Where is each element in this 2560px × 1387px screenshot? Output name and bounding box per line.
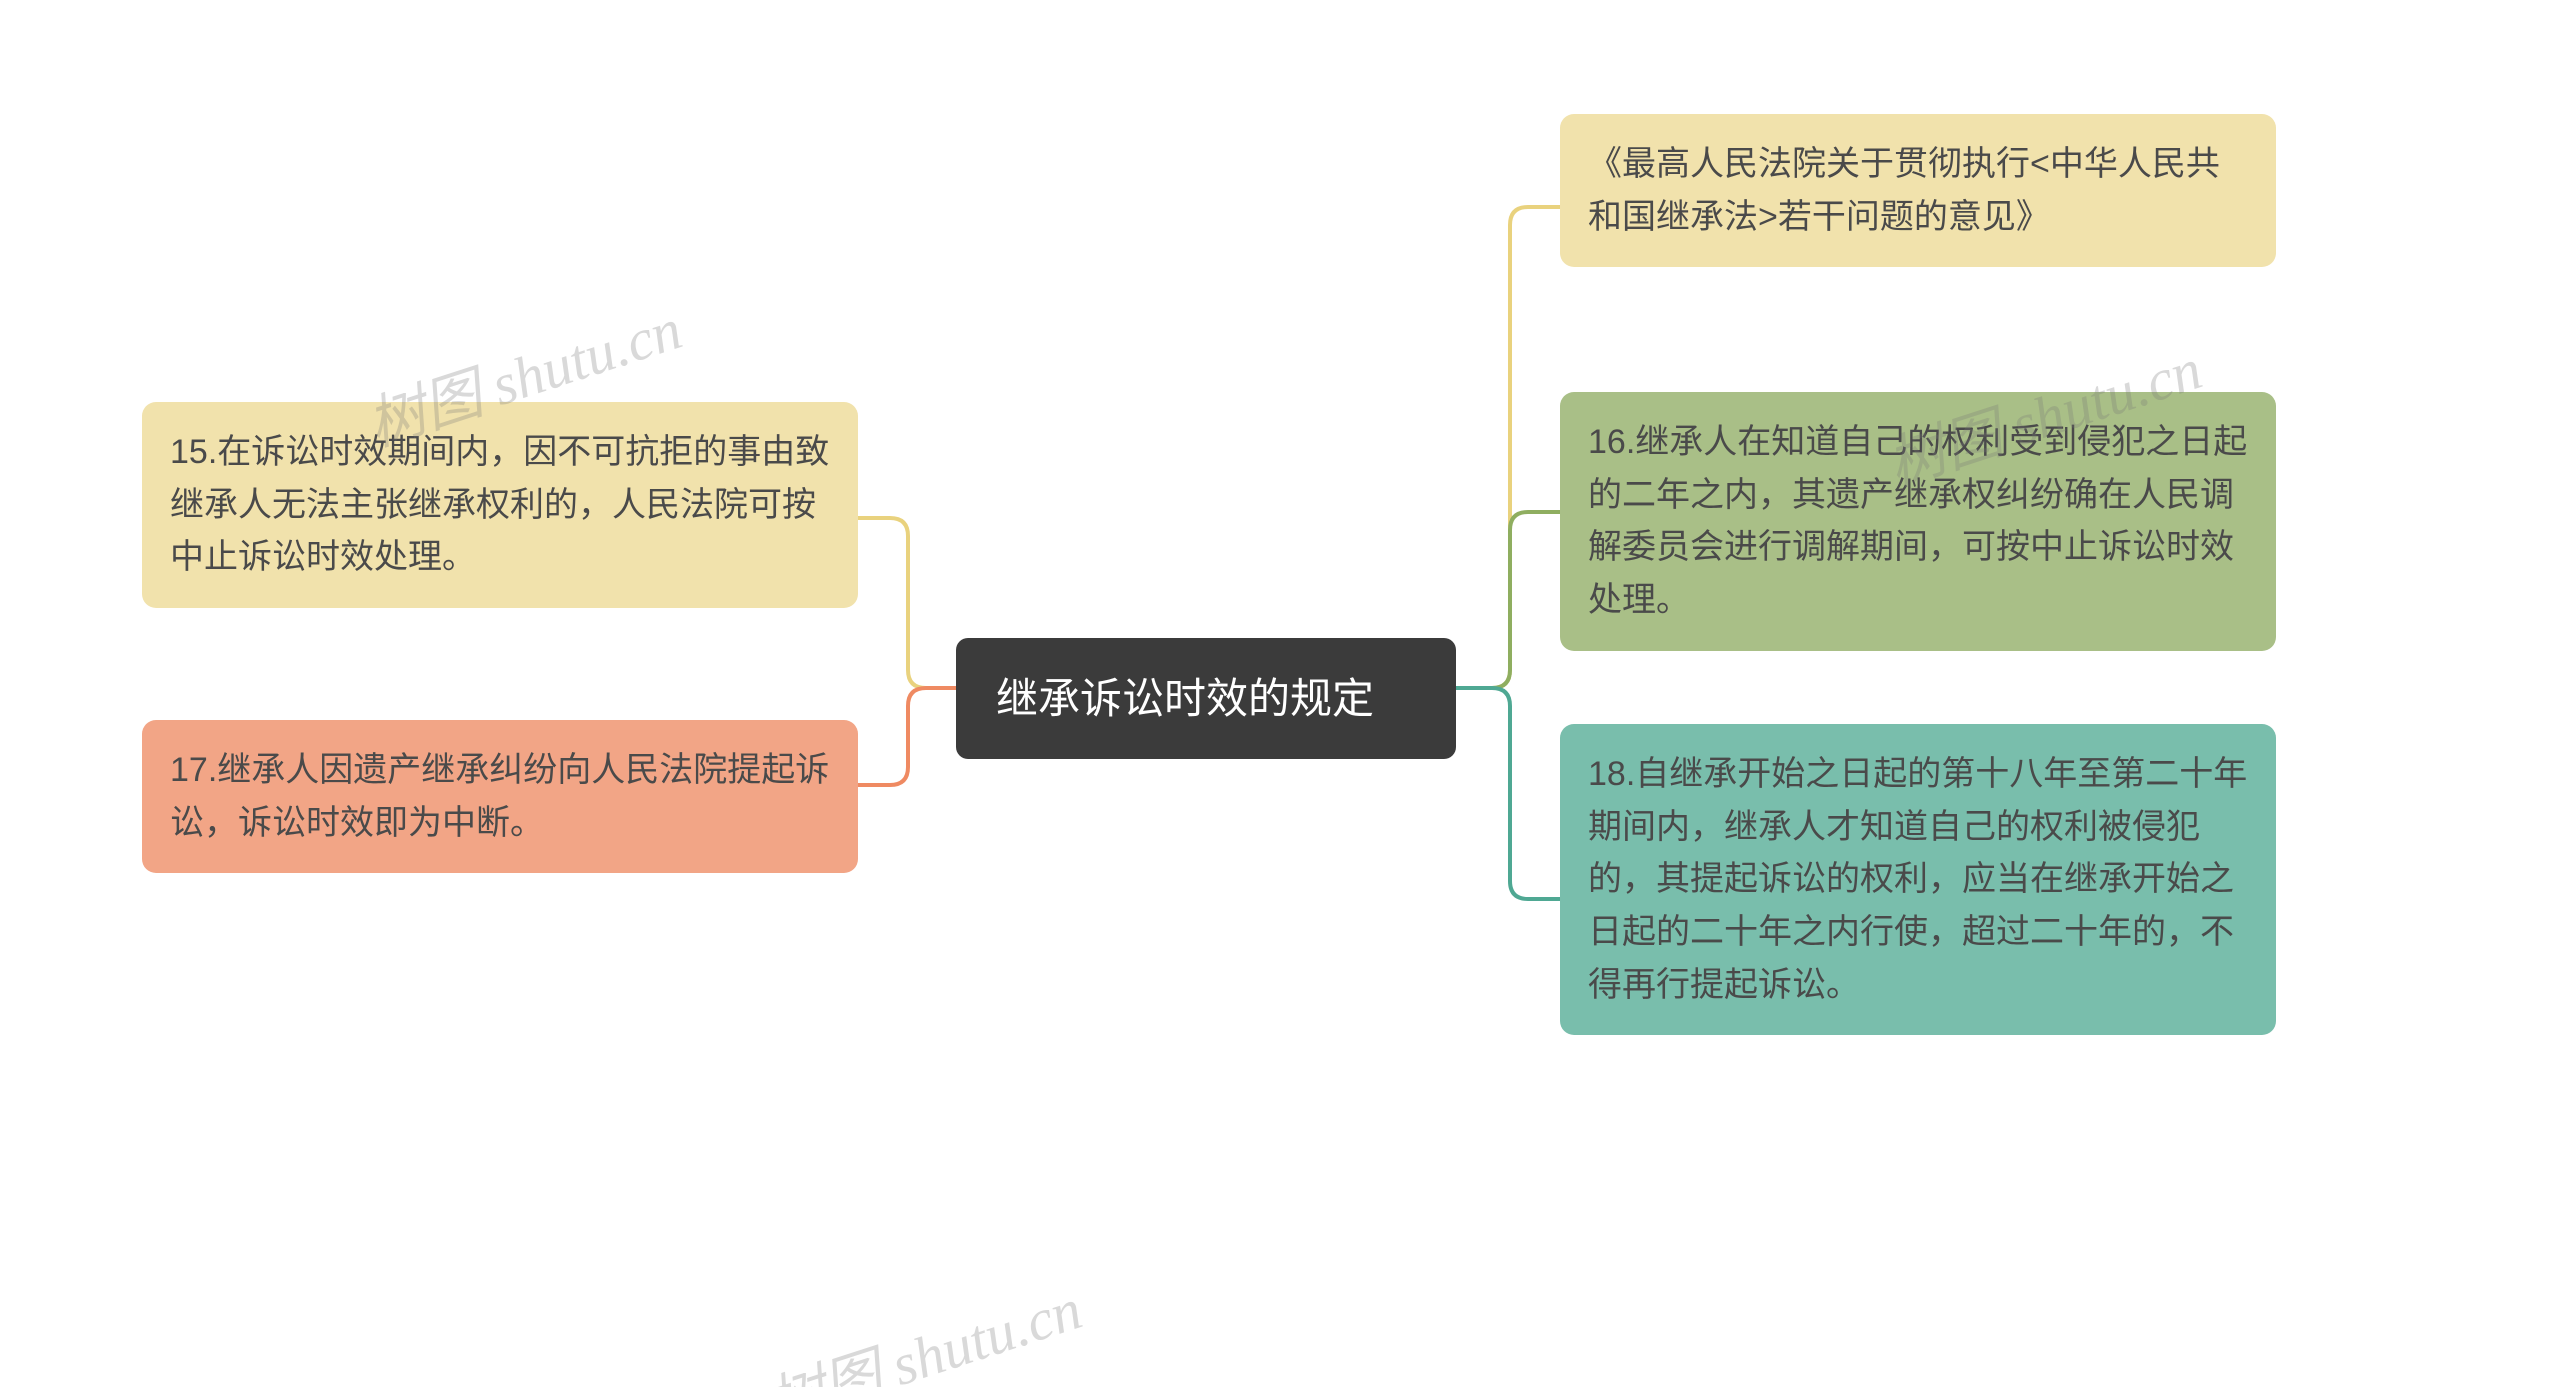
- left-node-17: 17.继承人因遗产继承纠纷向人民法院提起诉讼，诉讼时效即为中断。: [142, 720, 858, 873]
- right-node-16-text: 16.继承人在知道自己的权利受到侵犯之日起的二年之内，其遗产继承权纠纷确在人民调…: [1588, 423, 2247, 619]
- watermark: 树图 shutu.cn: [755, 1262, 1090, 1387]
- right-node-citation-text: 《最高人民法院关于贯彻执行<中华人民共和国继承法>若干问题的意见》: [1588, 145, 2220, 236]
- right-node-18-text: 18.自继承开始之日起的第十八年至第二十年期间内，继承人才知道自己的权利被侵犯的…: [1588, 755, 2247, 1004]
- right-node-16: 16.继承人在知道自己的权利受到侵犯之日起的二年之内，其遗产继承权纠纷确在人民调…: [1560, 392, 2276, 651]
- left-node-15: 15.在诉讼时效期间内，因不可抗拒的事由致继承人无法主张继承权利的，人民法院可按…: [142, 402, 858, 608]
- center-node: 继承诉讼时效的规定: [956, 638, 1456, 759]
- left-node-17-text: 17.继承人因遗产继承纠纷向人民法院提起诉讼，诉讼时效即为中断。: [170, 751, 829, 842]
- left-node-15-text: 15.在诉讼时效期间内，因不可抗拒的事由致继承人无法主张继承权利的，人民法院可按…: [170, 433, 829, 576]
- right-node-citation: 《最高人民法院关于贯彻执行<中华人民共和国继承法>若干问题的意见》: [1560, 114, 2276, 267]
- center-label: 继承诉讼时效的规定: [996, 675, 1374, 722]
- right-node-18: 18.自继承开始之日起的第十八年至第二十年期间内，继承人才知道自己的权利被侵犯的…: [1560, 724, 2276, 1035]
